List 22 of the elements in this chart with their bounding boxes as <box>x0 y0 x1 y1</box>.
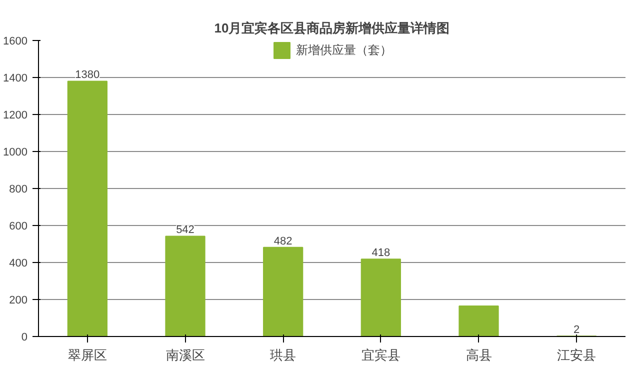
y-tick-label: 0 <box>21 332 28 344</box>
y-tick-label: 600 <box>9 220 28 232</box>
y-tick-label: 1400 <box>3 72 28 84</box>
text: 1380 <box>75 69 100 82</box>
text: 2 <box>574 324 580 336</box>
x-tick-label: 翠屏区 <box>68 348 107 362</box>
x-tick-label: 宜宾县 <box>361 348 400 362</box>
x-tick-label: 珙县 <box>270 348 296 362</box>
y-tick-label: 800 <box>9 184 28 196</box>
x-tick-label: 高县 <box>466 348 492 362</box>
y-tick-label: 1600 <box>3 36 28 48</box>
y-tick-label: 1000 <box>3 146 28 158</box>
text: 418 <box>372 247 390 260</box>
y-tick-label: 400 <box>9 258 28 270</box>
x-tick-label: 南溪区 <box>166 348 205 362</box>
y-tick-label: 1200 <box>3 110 28 122</box>
text: 542 <box>176 224 194 236</box>
legend-label: 新增供应量（套） <box>296 42 392 58</box>
x-tick-label: 江安县 <box>557 348 596 362</box>
text: 482 <box>274 235 292 248</box>
chart-title: 10月宜宾各区县商品房新增供应量详情图 <box>214 20 450 36</box>
y-tick-label: 200 <box>9 294 28 306</box>
